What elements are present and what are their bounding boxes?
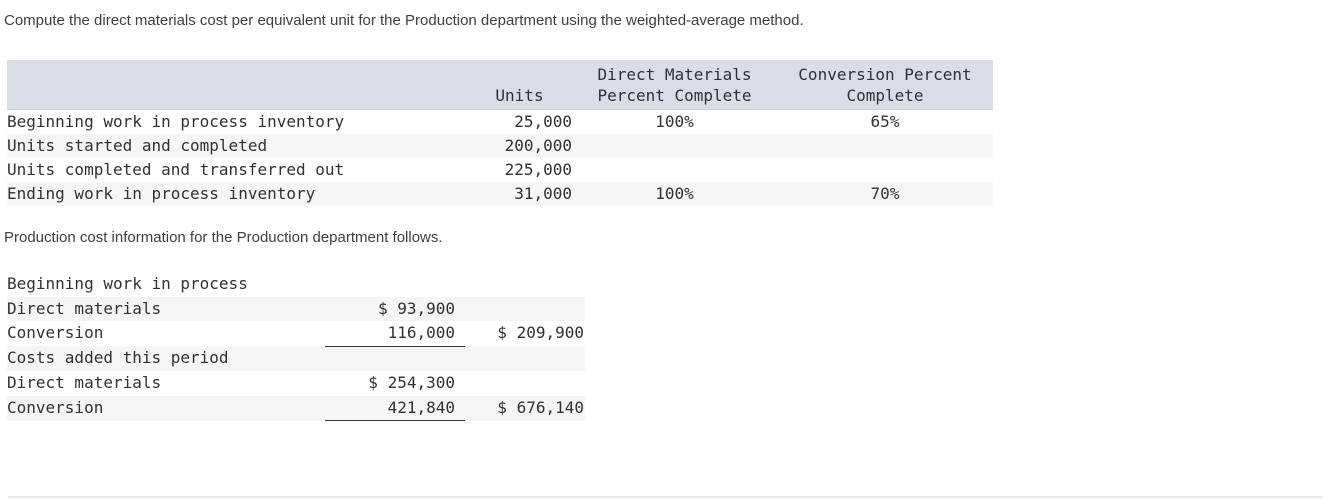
row-total: $ 209,900 xyxy=(497,323,584,343)
row-label: Beginning work in process xyxy=(7,274,248,293)
cost-table-row: Direct materials $ 93,900 xyxy=(7,296,585,322)
row-dm-percent xyxy=(572,158,777,182)
row-amount xyxy=(325,272,465,297)
units-table-row: Beginning work in process inventory 25,0… xyxy=(7,110,993,135)
row-label: Costs added this period xyxy=(7,348,229,368)
row-label: Conversion xyxy=(7,323,104,343)
cost-table-row: Conversion 116,000 $ 209,900 xyxy=(7,321,585,347)
header-conversion-line2: Complete xyxy=(846,86,924,105)
row-label: Beginning work in process inventory xyxy=(7,112,345,131)
units-table: Units Direct Materials Percent Complete … xyxy=(7,60,993,206)
header-conversion-line1: Conversion Percent xyxy=(798,65,972,84)
header-units: Units xyxy=(467,60,572,110)
cost-table-row: Direct materials $ 254,300 xyxy=(7,371,585,396)
row-label: Units completed and transferred out xyxy=(7,160,345,179)
row-total xyxy=(465,297,585,322)
row-units: 25,000 xyxy=(514,112,572,131)
row-units: 225,000 xyxy=(504,160,572,179)
row-label: Ending work in process inventory xyxy=(7,184,316,203)
row-dm-percent xyxy=(572,134,777,158)
row-amount: 421,840 xyxy=(325,395,465,421)
row-units: 200,000 xyxy=(504,136,572,155)
row-label: Direct materials xyxy=(7,373,162,392)
cost-table-row: Conversion 421,840 $ 676,140 xyxy=(7,395,585,421)
row-label: Units started and completed xyxy=(7,136,268,155)
row-dm-percent: 100% xyxy=(655,112,694,131)
row-conv-percent xyxy=(777,134,993,158)
row-total xyxy=(465,346,585,371)
row-units: 31,000 xyxy=(514,184,572,203)
row-label: Conversion xyxy=(7,397,104,417)
row-dm-percent: 100% xyxy=(655,184,694,203)
header-empty-cell xyxy=(7,60,467,110)
units-table-row: Units started and completed 200,000 xyxy=(7,134,993,158)
cost-info-statement: Production cost information for the Prod… xyxy=(4,229,443,246)
row-label: Direct materials xyxy=(7,298,162,318)
units-table-row: Units completed and transferred out 225,… xyxy=(7,158,993,182)
units-table-row: Ending work in process inventory 31,000 … xyxy=(7,182,993,206)
header-direct-materials-line1: Direct Materials xyxy=(597,65,752,84)
bottom-divider xyxy=(8,496,1323,498)
row-conv-percent xyxy=(777,158,993,182)
row-total xyxy=(465,371,585,396)
row-amount: $ 254,300 xyxy=(368,373,455,392)
cost-table-row: Beginning work in process xyxy=(7,272,585,297)
problem-statement: Compute the direct materials cost per eq… xyxy=(4,12,804,29)
row-total xyxy=(465,272,585,297)
row-conv-percent: 65% xyxy=(870,112,900,131)
row-total: $ 676,140 xyxy=(497,397,584,417)
cost-table-row: Costs added this period xyxy=(7,346,585,371)
row-conv-percent: 70% xyxy=(870,184,900,203)
header-direct-materials-percent: Direct Materials Percent Complete xyxy=(572,60,777,110)
header-conversion-percent: Conversion Percent Complete xyxy=(777,60,993,110)
header-direct-materials-line2: Percent Complete xyxy=(597,86,752,105)
row-amount: 116,000 xyxy=(325,321,465,347)
row-amount: $ 93,900 xyxy=(377,298,455,318)
cost-table: Beginning work in process Direct materia… xyxy=(7,272,585,421)
units-table-header-row: Units Direct Materials Percent Complete … xyxy=(7,60,993,110)
units-table-header: Units Direct Materials Percent Complete … xyxy=(7,60,993,110)
row-amount xyxy=(325,346,465,371)
